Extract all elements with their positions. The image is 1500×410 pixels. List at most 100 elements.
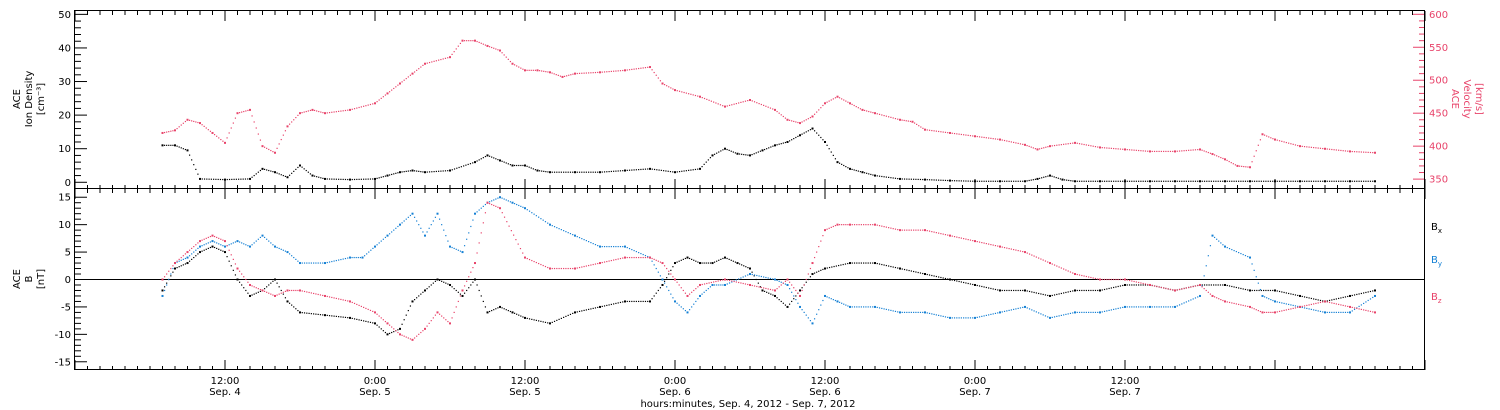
data-point: [1035, 256, 1037, 258]
data-point: [551, 321, 553, 323]
data-point: [1353, 151, 1356, 153]
data-point: [376, 313, 378, 315]
data-point: [981, 180, 983, 182]
data-point: [328, 296, 331, 298]
data-point: [805, 281, 807, 283]
data-point: [360, 305, 362, 308]
data-point: [347, 178, 349, 181]
data-point: [820, 240, 822, 242]
data-point: [1122, 284, 1124, 287]
data-point: [1367, 151, 1369, 153]
data-point: [651, 168, 653, 170]
data-point: [480, 42, 482, 44]
data-point: [969, 239, 972, 241]
data-point: [828, 227, 830, 229]
data-point: [994, 180, 997, 182]
data-point: [1219, 180, 1222, 182]
data-point: [203, 244, 205, 246]
data-point: [335, 297, 337, 300]
data-point: [813, 130, 816, 132]
data-point: [1240, 304, 1242, 306]
data-point: [818, 309, 820, 311]
data-point: [1317, 310, 1319, 312]
data-point: [822, 104, 824, 107]
data-point: [1251, 263, 1253, 265]
data-point: [938, 179, 940, 181]
data-point: [370, 249, 372, 251]
data-point: [476, 40, 478, 43]
data-point: [232, 122, 234, 124]
data-point: [1281, 291, 1283, 293]
data-point: [168, 144, 170, 146]
data-point: [908, 311, 910, 314]
data-point: [826, 267, 828, 269]
data-point: [1178, 304, 1181, 306]
data-point: [674, 278, 676, 281]
data-point: [1228, 285, 1231, 287]
data-point: [674, 262, 676, 265]
data-point: [1169, 288, 1172, 291]
data-point: [601, 171, 603, 173]
data-point: [1220, 242, 1222, 244]
data-point: [1244, 288, 1247, 291]
data-point: [697, 261, 699, 263]
data-point: [245, 278, 247, 281]
data-point: [635, 300, 637, 303]
data-point: [501, 160, 503, 162]
data-point: [463, 292, 466, 294]
data-point: [1299, 180, 1301, 183]
data-point: [353, 178, 356, 181]
data-point: [901, 311, 903, 314]
data-point: [461, 289, 464, 292]
data-point: [482, 300, 484, 303]
data-point: [915, 271, 917, 273]
data-point: [520, 164, 522, 167]
data-point: [317, 293, 319, 296]
data-point: [647, 168, 649, 170]
x-tick-time-label: 12:00: [511, 376, 540, 387]
data-point: [203, 125, 205, 127]
data-point: [493, 204, 495, 207]
data-point: [1269, 180, 1272, 182]
data-point: [908, 269, 910, 272]
data-point: [897, 178, 899, 180]
data-point: [1222, 157, 1224, 160]
data-point: [424, 234, 426, 237]
data-point: [1013, 141, 1015, 144]
data-point: [811, 127, 814, 130]
data-point: [782, 302, 784, 304]
data-point: [458, 166, 460, 169]
data-point: [1213, 180, 1215, 182]
data-point: [443, 229, 445, 231]
data-point: [951, 180, 953, 182]
data-point: [855, 169, 857, 172]
data-point: [870, 111, 872, 113]
data-point: [506, 221, 508, 223]
data-point: [915, 229, 917, 231]
data-point: [1326, 300, 1328, 302]
data-point: [820, 136, 822, 139]
data-point: [407, 216, 409, 218]
data-point: [344, 109, 347, 112]
data-point: [486, 311, 489, 314]
data-point: [922, 178, 924, 181]
data-point: [718, 151, 720, 153]
data-point: [835, 265, 837, 267]
data-point: [533, 213, 535, 215]
data-point: [516, 313, 518, 315]
data-point: [903, 311, 906, 314]
data-point: [420, 171, 422, 173]
data-point: [230, 254, 232, 256]
data-point: [560, 317, 562, 319]
data-point: [197, 173, 199, 175]
data-point: [899, 118, 901, 121]
data-point: [1028, 308, 1031, 310]
data-point: [1135, 284, 1137, 286]
data-point: [851, 224, 853, 226]
data-point: [201, 178, 203, 180]
data-point: [1374, 289, 1376, 292]
data-point: [1074, 289, 1076, 292]
data-point: [733, 280, 735, 283]
data-point: [1074, 273, 1076, 276]
data-point: [688, 169, 690, 171]
